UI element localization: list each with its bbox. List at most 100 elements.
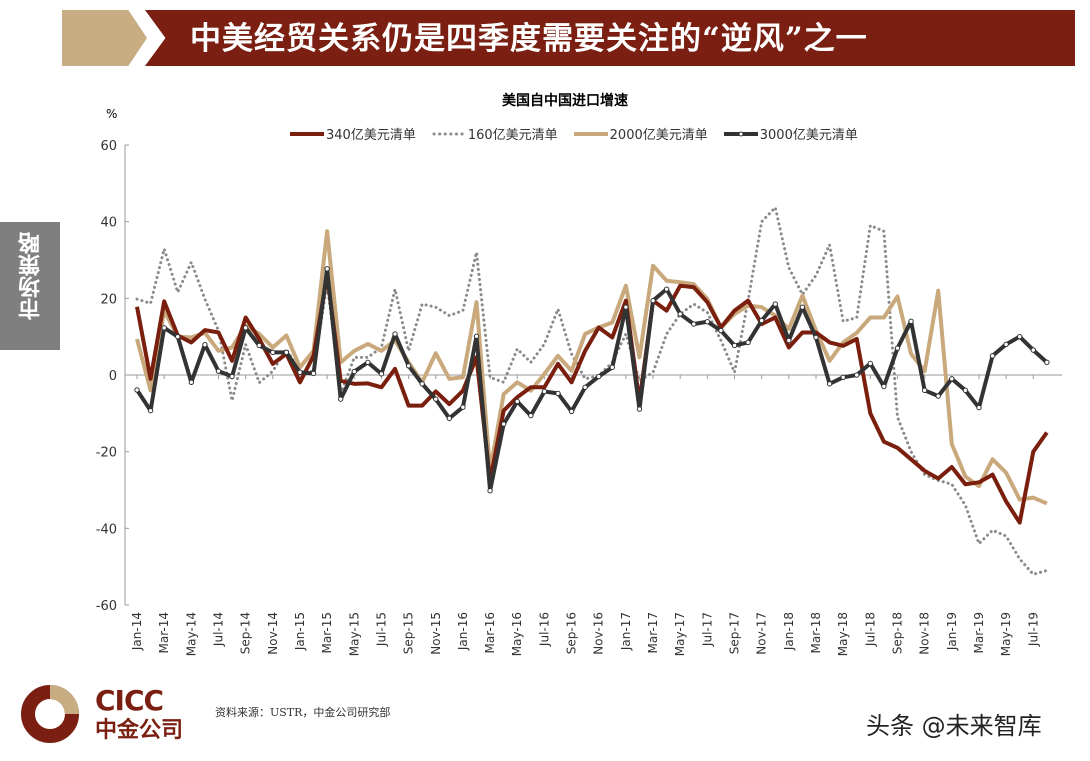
x-tick-label: May-19	[999, 612, 1013, 656]
side-tab	[0, 222, 60, 350]
x-tick-label: Mar-15	[320, 612, 334, 653]
x-tick-label: Sep-18	[890, 612, 904, 654]
data-point	[147, 407, 154, 414]
legend-item-2000: 2000亿美元清单	[573, 124, 708, 143]
legend-label: 340亿美元清单	[326, 128, 416, 143]
data-point	[324, 266, 330, 272]
data-point	[215, 368, 222, 374]
x-tick-label: Sep-15	[402, 612, 416, 654]
x-tick-label: Jul-16	[537, 612, 551, 647]
x-tick-label: Jan-18	[782, 612, 796, 651]
legend-label: 2000亿美元清单	[609, 128, 708, 143]
data-point	[446, 415, 453, 422]
data-point	[419, 381, 425, 387]
x-tick-label: Jul-18	[863, 612, 877, 647]
data-point	[609, 364, 615, 371]
line-chart: 60 40 20 0 -20 -40 -60 Jan-14 Mar-14 May-14 Jul-14…	[96, 139, 1062, 656]
x-tick-label: Jan-14	[130, 612, 144, 651]
data-point	[283, 349, 290, 356]
legend-label: 3000亿美元清单	[759, 128, 858, 143]
data-point	[392, 331, 398, 337]
slide-title: 中美经贸关系仍是四季度需要关注的“逆风”之一	[190, 21, 868, 57]
legend-swatch-marker-line	[723, 131, 758, 136]
data-point	[935, 393, 941, 399]
x-tick-label: Mar-18	[809, 612, 823, 653]
data-point	[405, 363, 412, 369]
series-line-2000亿美元清单	[135, 229, 1048, 506]
data-point	[229, 373, 235, 380]
x-tick-label: Mar-16	[483, 612, 497, 653]
cicc-logo-icon	[21, 685, 79, 743]
banner-arrow-decoration	[62, 10, 147, 66]
data-point	[623, 304, 629, 310]
x-tick-label: Mar-19	[972, 612, 986, 653]
data-point	[718, 327, 724, 334]
data-point	[514, 398, 520, 405]
data-point	[351, 368, 357, 375]
data-point	[949, 376, 955, 382]
y-tick-label: -20	[96, 446, 117, 461]
data-point	[161, 325, 167, 331]
source-note: 资料来源：USTR，中金公司研究部	[215, 706, 391, 719]
legend-swatch-solid-red	[290, 131, 324, 136]
data-point	[745, 339, 751, 346]
data-point	[175, 333, 181, 340]
legend-swatch-solid-tan	[573, 131, 608, 136]
data-point	[1044, 359, 1050, 366]
data-point	[826, 381, 833, 387]
data-point	[310, 370, 317, 377]
data-point	[134, 387, 140, 393]
data-point	[989, 353, 996, 359]
x-tick-label: May-14	[184, 612, 198, 656]
data-point	[731, 342, 738, 349]
data-point	[188, 379, 195, 385]
x-tick-label: May-15	[347, 612, 361, 656]
data-point	[256, 342, 262, 349]
legend-item-3000: 3000亿美元清单	[723, 124, 858, 143]
data-point	[202, 342, 208, 348]
x-tick-label: Sep-16	[565, 612, 579, 654]
data-point	[433, 396, 439, 402]
x-tick-label: Jul-17	[700, 612, 714, 647]
data-point	[596, 373, 602, 380]
legend: 340亿美元清单 160亿美元清单 2000亿美元清单 3000亿美元清单	[290, 124, 858, 143]
data-point	[297, 369, 303, 376]
y-tick-label: -60	[96, 599, 117, 614]
data-point	[528, 412, 534, 419]
data-point	[691, 321, 697, 327]
data-point	[908, 318, 914, 325]
x-tick-label: May-16	[510, 612, 524, 656]
x-tick-label: Mar-14	[157, 612, 171, 653]
series-line-3000亿美元清单	[135, 266, 1049, 493]
x-tick-label: Nov-15	[429, 612, 443, 655]
data-point	[582, 384, 588, 390]
y-axis-unit: %	[106, 107, 118, 121]
data-point	[378, 371, 385, 377]
series-line-160亿美元清单	[135, 205, 1049, 576]
y-tick-label: -40	[96, 522, 117, 537]
y-tick-label: 60	[100, 139, 117, 154]
x-tick-label: Nov-18	[918, 612, 932, 655]
x-tick-label: Sep-14	[239, 612, 253, 654]
data-point	[365, 359, 371, 366]
y-tick-label: 20	[100, 292, 117, 307]
data-point	[650, 297, 656, 304]
data-point	[1017, 333, 1023, 340]
x-tick-label: Jul-14	[211, 612, 225, 647]
data-point	[1030, 347, 1036, 353]
data-point	[772, 301, 778, 307]
data-point	[663, 286, 670, 292]
x-tick-label: May-18	[836, 612, 850, 656]
x-tick-label: Jan-19	[945, 612, 959, 651]
legend-label: 160亿美元清单	[467, 128, 558, 143]
data-point	[487, 488, 493, 494]
chart-title: 美国自中国进口增速	[502, 93, 628, 109]
legend-swatch-dotted	[432, 132, 466, 135]
x-tick-label: Jan-16	[456, 612, 470, 651]
data-point	[921, 387, 928, 394]
data-point	[881, 383, 887, 390]
data-point	[677, 311, 683, 317]
data-point	[460, 404, 466, 410]
x-tick-label: Jan-15	[293, 612, 307, 651]
